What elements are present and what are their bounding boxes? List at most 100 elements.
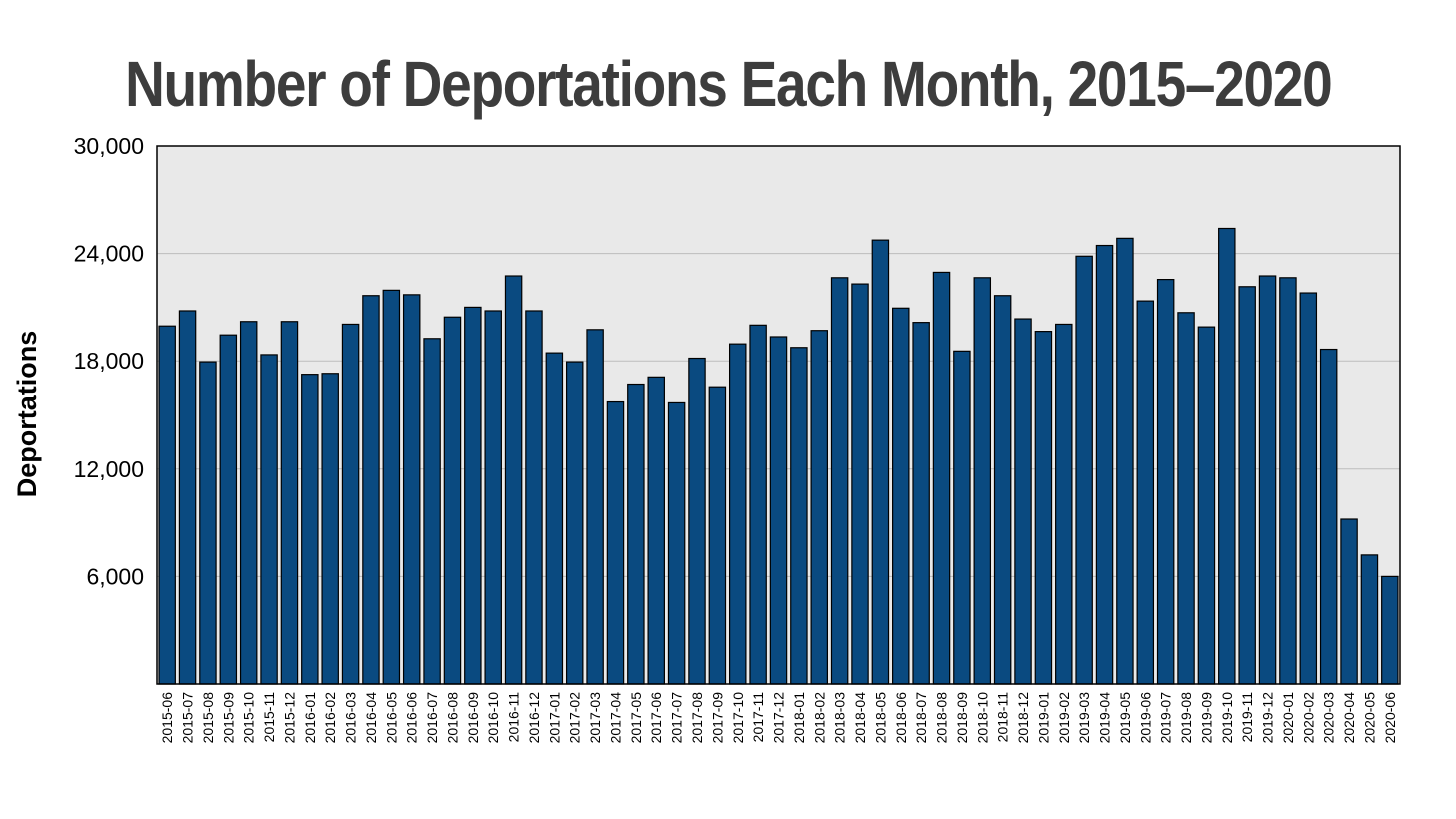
x-tick-label: 2018-05 — [872, 692, 888, 744]
x-tick-label: 2016-08 — [444, 692, 460, 744]
x-tick-label: 2018-10 — [974, 692, 990, 744]
x-tick-label: 2019-04 — [1097, 692, 1113, 744]
bar — [443, 316, 462, 685]
bar — [749, 324, 767, 685]
x-tick-label: 2018-08 — [934, 692, 950, 744]
bar — [973, 277, 992, 685]
x-tick-label: 2020-02 — [1300, 692, 1316, 744]
x-tick-label: 2020-03 — [1321, 692, 1337, 744]
x-tick-label: 2017-04 — [607, 692, 623, 744]
bar — [606, 400, 625, 685]
x-tick-label: 2017-05 — [628, 692, 644, 744]
x-tick-label: 2019-06 — [1137, 692, 1153, 744]
bar — [178, 310, 197, 685]
plot-frame — [156, 145, 1401, 685]
y-axis-ticks: 6,000 12,000 18,000 24,000 30,000 — [74, 133, 144, 589]
bar — [301, 374, 319, 685]
x-tick-label: 2016-06 — [404, 692, 420, 744]
x-tick-label: 2019-10 — [1219, 692, 1235, 744]
x-tick-label: 2016-07 — [424, 692, 440, 744]
bar — [1177, 312, 1195, 685]
bar — [810, 330, 828, 685]
x-tick-label: 2019-08 — [1178, 692, 1194, 744]
x-tick-label: 2016-10 — [485, 692, 501, 744]
bar — [728, 343, 747, 685]
bar — [1197, 326, 1216, 685]
x-tick-label: 2019-01 — [1035, 692, 1051, 744]
x-tick-label: 2019-05 — [1117, 692, 1133, 744]
bar — [1299, 292, 1318, 685]
bar — [830, 277, 849, 685]
bar — [1360, 554, 1379, 685]
x-tick-label: 2017-11 — [750, 692, 766, 743]
x-tick-label: 2016-02 — [322, 692, 338, 744]
x-tick-label: 2015-06 — [159, 692, 175, 744]
x-tick-label: 2019-11 — [1239, 692, 1255, 743]
x-tick-label: 2015-09 — [220, 692, 236, 744]
x-tick-label: 2018-09 — [954, 692, 970, 744]
bar — [627, 383, 645, 685]
x-tick-label: 2018-04 — [852, 692, 868, 744]
x-tick-label: 2015-11 — [261, 692, 277, 743]
x-tick-label: 2015-08 — [200, 692, 216, 744]
x-tick-label: 2016-11 — [506, 692, 522, 743]
x-tick-label: 2020-01 — [1280, 692, 1296, 744]
bar — [1279, 277, 1297, 685]
bar — [667, 401, 686, 685]
y-tick-label: 30,000 — [74, 133, 144, 159]
chart-title: Number of Deportations Each Month, 2015–… — [125, 48, 1333, 120]
bar — [790, 347, 808, 685]
bar — [362, 295, 380, 685]
x-tick-label: 2017-10 — [730, 692, 746, 744]
bar — [1075, 255, 1093, 685]
y-tick-label: 24,000 — [74, 241, 144, 267]
bar — [545, 352, 564, 685]
bar — [953, 350, 971, 685]
x-tick-label: 2019-03 — [1076, 692, 1092, 744]
x-tick-label: 2019-02 — [1056, 692, 1072, 744]
bar — [1238, 286, 1256, 685]
x-axis-ticks: 2015-06 2015-07 2015-08 2015-09 2015-10 2015-… — [159, 692, 1398, 744]
x-tick-label: 2017-08 — [689, 692, 705, 744]
bar — [1156, 279, 1175, 685]
x-tick-label: 2016-04 — [363, 692, 379, 744]
bar — [688, 357, 706, 685]
bar — [280, 321, 299, 685]
x-tick-label: 2018-02 — [811, 692, 827, 744]
x-tick-label: 2020-06 — [1382, 692, 1398, 744]
bar — [1258, 275, 1277, 685]
bar — [402, 294, 421, 685]
bar — [219, 334, 238, 685]
x-tick-label: 2018-03 — [832, 692, 848, 744]
bar — [341, 323, 360, 685]
x-tick-label: 2018-12 — [1015, 692, 1031, 744]
x-tick-label: 2015-07 — [180, 692, 196, 744]
bar — [565, 361, 584, 685]
bar — [321, 373, 339, 685]
x-tick-label: 2017-06 — [648, 692, 664, 744]
x-tick-label: 2016-09 — [465, 692, 481, 744]
bar — [708, 386, 727, 685]
x-tick-label: 2017-01 — [546, 692, 562, 744]
bar — [199, 361, 217, 685]
bar — [993, 295, 1012, 685]
y-tick-label: 6,000 — [86, 563, 144, 589]
y-tick-label: 18,000 — [74, 348, 144, 374]
bar — [932, 271, 951, 685]
bar — [1136, 300, 1155, 685]
x-tick-label: 2015-12 — [281, 692, 297, 744]
bar — [1055, 323, 1073, 685]
x-tick-label: 2019-09 — [1198, 692, 1214, 744]
x-tick-label: 2017-07 — [669, 692, 685, 744]
x-tick-label: 2015-10 — [241, 692, 257, 744]
bar — [1381, 575, 1399, 685]
bar — [1014, 318, 1032, 685]
bar — [1116, 237, 1134, 685]
bar — [1034, 331, 1053, 685]
bar — [525, 310, 543, 685]
bar — [871, 239, 890, 685]
bar — [769, 336, 788, 685]
bar — [484, 310, 502, 685]
bar — [260, 354, 278, 685]
